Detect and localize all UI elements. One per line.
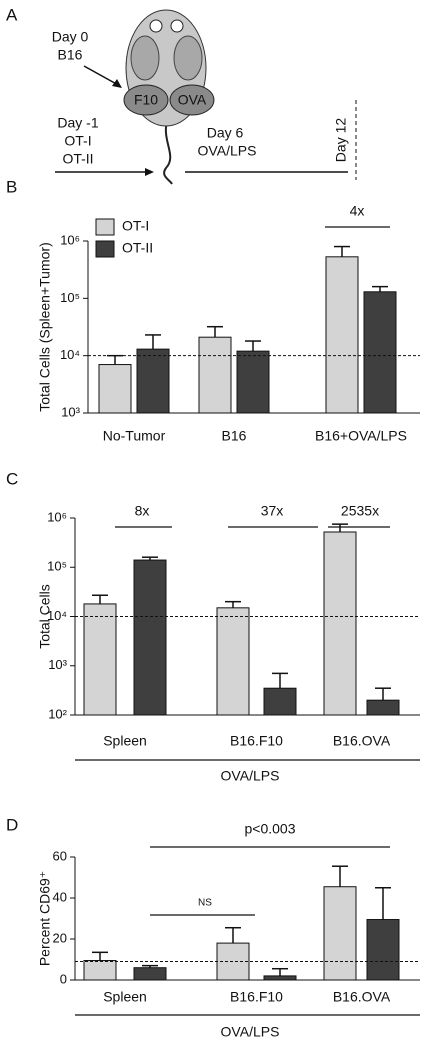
eye	[149, 19, 163, 33]
arrowhead	[145, 168, 154, 176]
ear	[130, 35, 160, 81]
y-tick-label: 0	[60, 971, 67, 986]
x-tick-label: B16.OVA	[333, 733, 391, 749]
bar	[83, 603, 117, 716]
bar	[363, 291, 397, 414]
bar	[236, 350, 270, 414]
tumor-label: F10	[134, 92, 158, 108]
y-tick-label: 10⁴	[47, 608, 67, 623]
y-tick-label: 40	[53, 889, 67, 904]
bar	[133, 967, 167, 981]
annotation: OVA/LPS	[221, 1024, 280, 1040]
y-tick-label: 10⁵	[47, 559, 67, 574]
y-tick-label: 10³	[61, 404, 80, 419]
panel-label: D	[6, 815, 18, 834]
tumor	[123, 84, 169, 116]
label: Day -1	[57, 115, 98, 131]
y-tick-label: 10⁴	[60, 347, 80, 362]
legend-swatch	[95, 240, 115, 258]
bar	[323, 531, 357, 716]
label: OVA/LPS	[198, 143, 257, 159]
bar	[198, 336, 232, 414]
diagram: A F10 OVA Day 0 B16 Day -1 OT-I OT-II Da…	[6, 5, 357, 185]
label: B16	[58, 47, 83, 63]
bar	[98, 364, 132, 414]
annotation: 37x	[261, 503, 284, 519]
y-tick-label: 10⁶	[60, 232, 80, 247]
annotation: NS	[198, 898, 212, 909]
label: OT-II	[62, 151, 93, 167]
annotation: 2535x	[341, 503, 379, 519]
annotation: p<0.003	[245, 821, 296, 837]
y-tick-label: 20	[53, 930, 67, 945]
bar	[83, 960, 117, 981]
y-axis-label: Total Cells	[37, 584, 53, 649]
annotation: OVA/LPS	[221, 768, 280, 784]
x-tick-label: B16	[222, 428, 247, 444]
y-tick-label: 10²	[48, 706, 67, 721]
annotation: 4x	[350, 203, 365, 219]
eye	[170, 19, 184, 33]
x-tick-label: B16+OVA/LPS	[315, 428, 407, 444]
legend-label: OT-II	[122, 240, 153, 256]
annotation: 8x	[135, 503, 150, 519]
y-axis-label: Percent CD69⁺	[37, 871, 53, 966]
bar	[366, 699, 400, 716]
panel-label: C	[6, 469, 18, 488]
bar	[136, 348, 170, 414]
arrowhead	[112, 79, 122, 88]
tail	[163, 117, 173, 185]
x-tick-label: B16.F10	[230, 733, 283, 749]
bar	[133, 559, 167, 716]
x-tick-label: B16.F10	[230, 989, 283, 1005]
legend-swatch	[95, 218, 115, 236]
bar	[325, 256, 359, 414]
tumor	[169, 84, 215, 116]
label: Day 12	[333, 118, 349, 163]
y-tick-label: 10⁶	[47, 509, 67, 524]
x-tick-label: Spleen	[103, 733, 147, 749]
legend-label: OT-I	[122, 218, 149, 234]
x-tick-label: Spleen	[103, 989, 147, 1005]
x-tick-label: B16.OVA	[333, 989, 391, 1005]
y-axis-label: Total Cells (Spleen+Tumor)	[37, 242, 53, 412]
label: Day 6	[207, 125, 244, 141]
bar	[263, 975, 297, 981]
bar	[366, 919, 400, 981]
y-tick-label: 60	[53, 848, 67, 863]
y-tick-label: 10⁵	[60, 290, 80, 305]
bar	[323, 886, 357, 981]
bar	[216, 607, 250, 716]
label: Day 0	[52, 29, 89, 45]
panel-label: A	[6, 5, 18, 24]
panel-label: B	[6, 177, 17, 196]
arrow	[83, 65, 121, 87]
x-tick-label: No-Tumor	[103, 428, 166, 444]
tumor-label: OVA	[178, 92, 207, 108]
label: OT-I	[64, 133, 91, 149]
bar	[263, 687, 297, 716]
y-tick-label: 10³	[48, 657, 67, 672]
ear	[173, 35, 203, 81]
